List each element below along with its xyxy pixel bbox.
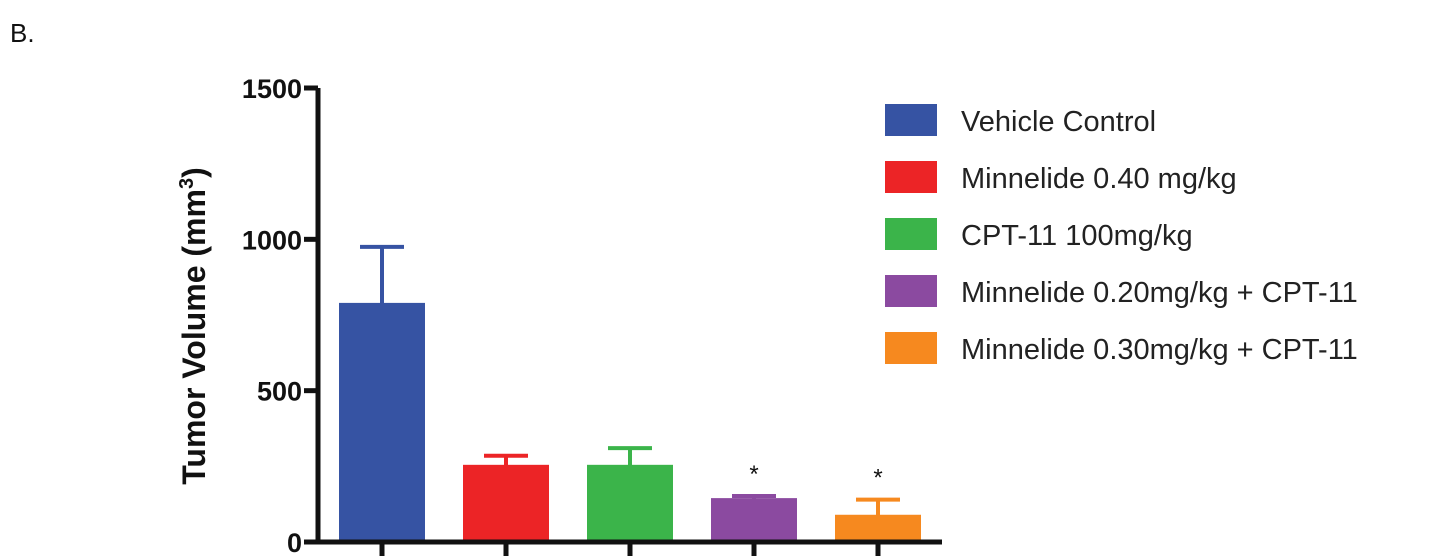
- bar: [835, 514, 921, 542]
- legend-swatch: [885, 332, 937, 364]
- y-axis-label: Tumor Volume (mm3): [176, 167, 212, 485]
- y-tick-label: 500: [257, 377, 302, 407]
- y-tick-label: 1000: [242, 225, 302, 255]
- legend-label: Minnelide 0.40 mg/kg: [961, 163, 1237, 195]
- bar: [463, 464, 549, 542]
- y-axis-label-close: ): [176, 167, 212, 178]
- legend-swatch: [885, 275, 937, 307]
- y-axis-label-main: Tumor Volume (mm: [176, 189, 212, 485]
- y-tick-label: 0: [287, 528, 302, 556]
- legend-label: CPT-11 100mg/kg: [961, 220, 1193, 252]
- legend-swatch: [885, 218, 937, 250]
- significance-marker: *: [749, 461, 758, 488]
- panel-label: B.: [10, 18, 35, 48]
- legend-swatch: [885, 161, 937, 193]
- legend-label: Vehicle Control: [961, 106, 1156, 138]
- legend-label: Minnelide 0.30mg/kg + CPT-11: [961, 334, 1358, 366]
- svg-text:Tumor Volume (mm3): Tumor Volume (mm3): [176, 167, 212, 485]
- legend-label: Minnelide 0.20mg/kg + CPT-11: [961, 277, 1358, 309]
- significance-marker: *: [873, 465, 882, 492]
- bar: [711, 498, 797, 542]
- legend-swatch: [885, 104, 937, 136]
- bar: [587, 464, 673, 542]
- bar: [339, 302, 425, 542]
- y-axis-label-superscript: 3: [176, 178, 198, 189]
- y-tick-label: 1500: [242, 74, 302, 104]
